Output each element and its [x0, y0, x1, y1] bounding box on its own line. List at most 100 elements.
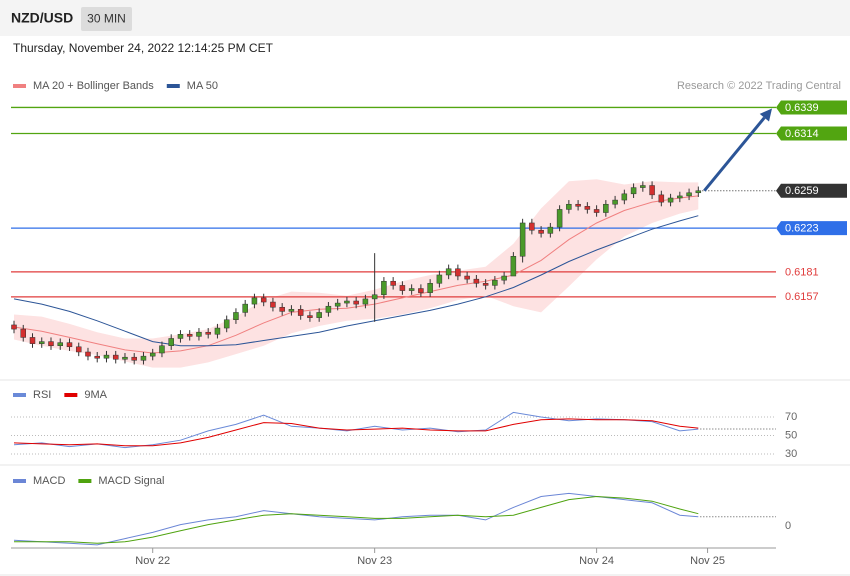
legend-label: MA 20 + Bollinger Bands [33, 80, 154, 92]
candle-body [473, 278, 480, 284]
candle-body [297, 309, 304, 316]
candle-body [464, 275, 470, 280]
candle-body [112, 354, 119, 360]
candle-body [186, 334, 193, 337]
candle-body [390, 280, 396, 286]
x-tick-label: Nov 24 [579, 555, 614, 567]
x-tick-label: Nov 23 [357, 555, 392, 567]
candle-body [168, 338, 174, 346]
level-label-box [776, 126, 847, 141]
candle-body [205, 331, 211, 335]
timeframe-button[interactable] [81, 7, 132, 31]
series-line [13, 215, 699, 347]
candle-body [418, 288, 424, 293]
candle-body [233, 312, 239, 320]
candle-body [510, 256, 517, 277]
candle-body [556, 209, 563, 228]
candle-body [140, 355, 147, 361]
timestamp: Thursday, November 24, 2022 12:14:25 PM … [13, 41, 274, 55]
candle-body [427, 283, 433, 293]
candle-body [316, 312, 322, 318]
candle-body [399, 285, 406, 291]
candle-body [307, 315, 313, 318]
candle-body [159, 345, 165, 354]
candle-body [325, 305, 332, 313]
y-tick-label: 30 [785, 448, 797, 460]
level-label: 0.6259 [785, 185, 819, 197]
candle-body [75, 346, 82, 353]
candle-body [445, 268, 452, 276]
symbol: NZD/USD [11, 10, 73, 26]
candle-body [85, 351, 91, 357]
candle-body [547, 226, 554, 234]
level-label-box [776, 183, 847, 198]
legend-label: RSI [33, 389, 51, 401]
candle-body [621, 193, 628, 201]
candle-body [436, 274, 443, 284]
candle-body [667, 197, 674, 203]
candle-body [344, 300, 350, 304]
candle-body [223, 319, 230, 329]
candle-body [482, 283, 489, 286]
legend-swatch [13, 84, 26, 88]
candle-body [686, 192, 692, 197]
forecast-arrow-head [759, 108, 772, 122]
candle-body [122, 356, 128, 360]
legend-label: MACD [33, 475, 65, 487]
candle-body [658, 194, 665, 203]
candle-body [149, 352, 156, 357]
candle-body [640, 185, 646, 188]
candle-body [57, 342, 63, 346]
source-credit: Research © 2022 Trading Central [677, 80, 841, 92]
candle-body [501, 275, 507, 281]
candle-body [695, 190, 702, 194]
candle-body [20, 328, 26, 338]
candle-body [38, 341, 45, 344]
level-label: 0.6157 [785, 291, 819, 303]
bollinger-band [14, 179, 699, 368]
legend-label: 9MA [84, 389, 107, 401]
legend-swatch [13, 479, 26, 483]
candle-body [29, 337, 36, 344]
candle-body [177, 334, 184, 339]
x-tick-label: Nov 22 [135, 555, 170, 567]
candle-body [566, 203, 572, 210]
candle-body [630, 187, 637, 195]
y-tick-label: 50 [785, 429, 797, 441]
candle-body [575, 203, 581, 207]
series-line [13, 492, 699, 546]
candle-body [196, 331, 202, 337]
level-label-box [776, 221, 847, 236]
candle-body [279, 306, 285, 312]
series-line [13, 195, 699, 354]
y-tick-label: 0 [785, 520, 791, 532]
candle-body [584, 206, 591, 210]
candle-body [529, 222, 535, 231]
legend-label: MACD Signal [98, 475, 164, 487]
header-bar [0, 0, 850, 36]
candle-body [538, 229, 544, 234]
timeframe-label[interactable]: 30 MIN [87, 12, 126, 26]
candle-body [94, 355, 100, 359]
forecast-arrow [703, 116, 766, 192]
candle-body [48, 341, 54, 346]
candle-body [677, 195, 683, 199]
candle-body [214, 327, 221, 335]
candle-body [251, 297, 258, 305]
level-label: 0.6181 [785, 266, 819, 278]
candle-body [270, 301, 276, 308]
series-line [14, 495, 699, 544]
candle-body [612, 199, 618, 205]
candle-body [334, 302, 341, 307]
level-label: 0.6339 [785, 102, 819, 114]
candle-body [242, 303, 248, 313]
legend-swatch [78, 479, 92, 483]
candle-body [455, 268, 461, 277]
level-label-box [776, 100, 847, 115]
candle-body [362, 298, 369, 305]
legend-swatch [64, 393, 78, 397]
candle-body [288, 309, 295, 312]
candle-body [381, 280, 387, 296]
legend-label: MA 50 [187, 80, 218, 92]
